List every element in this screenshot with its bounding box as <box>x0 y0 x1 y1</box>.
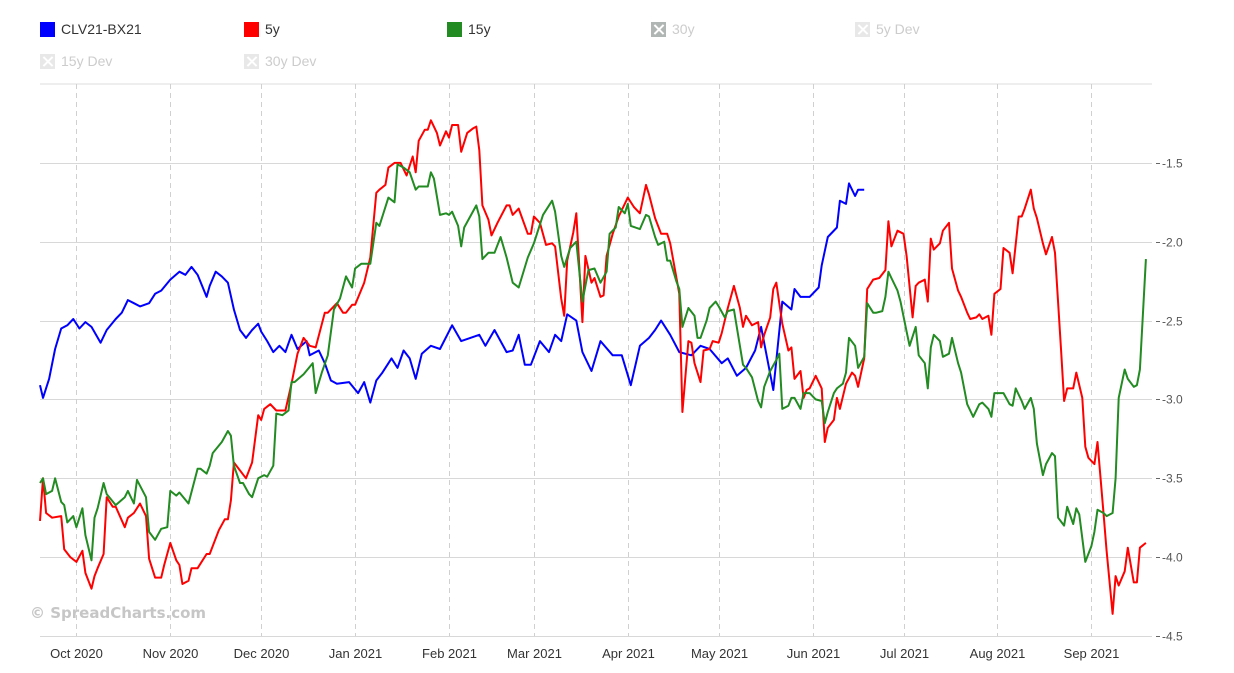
legend-item-5y-dev[interactable]: 5y Dev <box>855 21 920 37</box>
y-tick-label: -3.0 <box>1162 393 1183 407</box>
y-tick-label: -2.5 <box>1162 315 1183 329</box>
disabled-x-icon <box>244 53 259 69</box>
x-tick-label: Nov 2020 <box>143 646 199 661</box>
legend-item-15y[interactable]: 15y <box>447 21 491 37</box>
disabled-x-icon <box>855 21 870 37</box>
series-line-15y <box>39 163 1147 563</box>
y-tick-label: -4.5 <box>1162 630 1183 644</box>
legend-label: 15y Dev <box>61 53 113 69</box>
legend-swatch <box>447 21 462 37</box>
disabled-x-icon <box>40 53 55 69</box>
x-tick-label: Oct 2020 <box>50 646 103 661</box>
x-tick-label: Feb 2021 <box>422 646 477 661</box>
disabled-x-icon <box>651 21 666 37</box>
legend-swatch <box>40 21 55 37</box>
legend-item-5y[interactable]: 5y <box>244 21 280 37</box>
x-tick-label: Jul 2021 <box>880 646 929 661</box>
legend-item-15y-dev[interactable]: 15y Dev <box>40 53 112 69</box>
y-tick-label: -1.5 <box>1162 157 1183 171</box>
legend-item-30y-dev[interactable]: 30y Dev <box>244 53 316 69</box>
legend-item-30y[interactable]: 30y <box>651 21 695 37</box>
x-tick-label: Apr 2021 <box>602 646 655 661</box>
series-line-5y <box>39 119 1147 615</box>
x-tick-label: Aug 2021 <box>970 646 1026 661</box>
legend-label: 30y Dev <box>265 53 317 69</box>
legend-swatch <box>244 21 259 37</box>
y-tick-label: -3.5 <box>1162 472 1183 486</box>
legend-label: 15y <box>468 21 491 37</box>
watermark: © SpreadCharts.com <box>30 604 207 622</box>
x-tick-label: May 2021 <box>691 646 748 661</box>
y-tick-label: -2.0 <box>1162 236 1183 250</box>
y-tick-label: -4.0 <box>1162 551 1183 565</box>
x-tick-label: Dec 2020 <box>234 646 290 661</box>
legend-item-clv21-bx21[interactable]: CLV21-BX21 <box>40 21 142 37</box>
series-line-clv21-bx21 <box>39 182 865 404</box>
x-tick-label: Sep 2021 <box>1064 646 1120 661</box>
legend-label: CLV21-BX21 <box>61 21 142 37</box>
x-tick-label: Jan 2021 <box>329 646 383 661</box>
legend-label: 5y Dev <box>876 21 920 37</box>
legend-label: 30y <box>672 21 695 37</box>
legend-label: 5y <box>265 21 280 37</box>
x-tick-label: Mar 2021 <box>507 646 562 661</box>
x-tick-label: Jun 2021 <box>787 646 841 661</box>
